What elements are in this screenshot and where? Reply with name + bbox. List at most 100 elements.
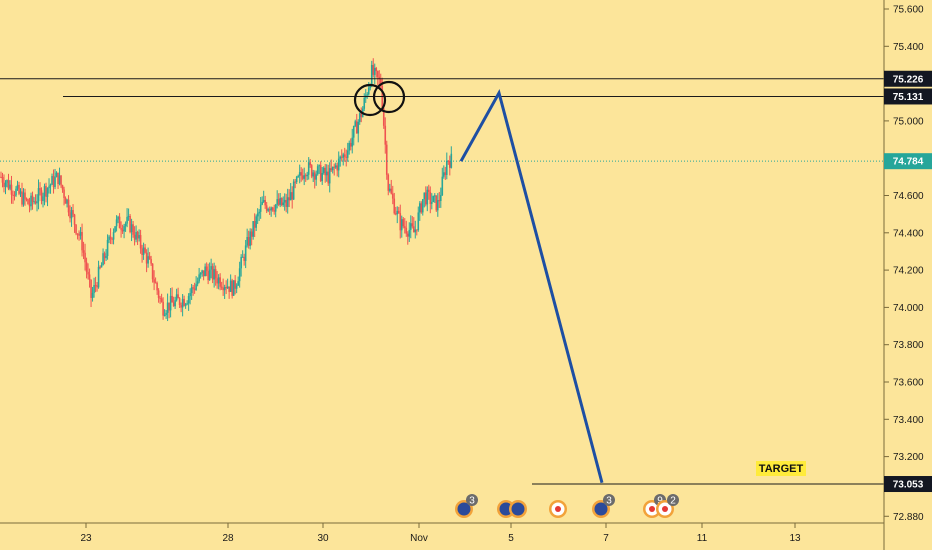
candle-body (127, 215, 130, 217)
candle-body (262, 200, 265, 202)
candle-body (129, 215, 131, 233)
candle-body (244, 245, 247, 261)
candle-body (385, 144, 388, 175)
candle-body (82, 250, 85, 253)
candle-body (51, 176, 53, 185)
candle-body (195, 284, 197, 290)
candle-body (199, 273, 202, 275)
candle-body (216, 278, 218, 284)
candle-body (112, 232, 115, 240)
y-tick-label: 73.200 (893, 452, 924, 463)
candle-body (433, 195, 436, 197)
target-marker: TARGET (756, 461, 806, 476)
event-count-bubble (667, 494, 679, 506)
candle-body (421, 199, 424, 213)
y-tick-label: 74.600 (893, 191, 924, 202)
candle-body (309, 162, 312, 166)
candle-body (225, 287, 227, 289)
x-tick-label: 7 (603, 533, 609, 544)
candle-body (249, 231, 251, 246)
candle-body (406, 233, 409, 237)
candle-body (70, 210, 73, 219)
candle-body (90, 279, 92, 298)
candle-body (238, 268, 241, 282)
candle-body (202, 270, 205, 277)
candle-body (351, 137, 354, 147)
candle-body (43, 186, 46, 197)
candle-body (120, 228, 122, 230)
candle-body (282, 202, 284, 206)
candle-body (139, 235, 142, 249)
candle-body (408, 229, 411, 237)
candle-body (217, 277, 220, 284)
candle-body (360, 113, 363, 118)
candle-body (211, 266, 214, 280)
y-tick-label: 73.800 (893, 340, 924, 351)
event-badge-inner (594, 502, 608, 516)
candle-body (393, 198, 396, 214)
candle-body (91, 293, 94, 298)
candle-body (24, 192, 26, 199)
candle-body (103, 253, 106, 259)
price-labels: 75.226 75.131 74.784 73.053 (884, 70, 932, 493)
event-badge-inner (499, 502, 513, 516)
candle-body (441, 176, 444, 196)
candle-body (190, 287, 193, 294)
candle-body (243, 256, 245, 261)
candle-body (219, 277, 221, 287)
candle-body (246, 237, 248, 246)
candle-body (318, 165, 321, 167)
candle-body (294, 181, 296, 183)
candle-body (87, 271, 89, 275)
candle-body (354, 121, 357, 126)
candle-body (192, 287, 194, 289)
candle-body (19, 191, 22, 194)
candle-body (444, 172, 447, 175)
candle-body (54, 177, 56, 188)
candle-body (228, 286, 230, 292)
candle-body (334, 165, 337, 168)
candle-body (142, 247, 145, 256)
candle-body (208, 269, 211, 281)
price-label-target-price: 73.053 (893, 480, 924, 491)
candle-body (48, 186, 50, 189)
candle-body (85, 262, 88, 272)
candle-body (307, 162, 310, 175)
candle-body (132, 224, 134, 235)
candle-body (445, 160, 448, 175)
candle-body (283, 199, 286, 203)
candle-body (144, 247, 146, 253)
candle-body (325, 171, 328, 176)
x-tick-label: 28 (222, 533, 234, 544)
candle-body (52, 176, 55, 188)
candle-body (72, 210, 74, 215)
candle-body (292, 181, 295, 200)
candle-body (189, 293, 191, 297)
price-label-resistance-high: 75.226 (893, 74, 924, 85)
candle-body (177, 294, 179, 299)
candle-body (204, 266, 206, 277)
candle-body (250, 231, 253, 237)
candle-body (240, 256, 242, 269)
candle-body (9, 184, 11, 189)
candle-body (31, 195, 34, 202)
candle-body (312, 172, 315, 177)
candle-body (106, 239, 109, 257)
event-count: 2 (670, 496, 676, 507)
candle-body (343, 154, 346, 157)
candle-body (178, 298, 181, 305)
candle-body (147, 256, 149, 264)
candle-body (0, 176, 2, 178)
candle-body (412, 226, 415, 233)
horizontal-levels (0, 78, 884, 485)
candle-body (10, 184, 13, 195)
y-tick-label: 73.600 (893, 378, 924, 389)
candle-body (220, 286, 223, 288)
candle-body (313, 172, 316, 180)
candle-body (162, 301, 164, 316)
candle-body (69, 212, 71, 219)
candle-body (291, 192, 293, 200)
candle-body (109, 236, 112, 239)
